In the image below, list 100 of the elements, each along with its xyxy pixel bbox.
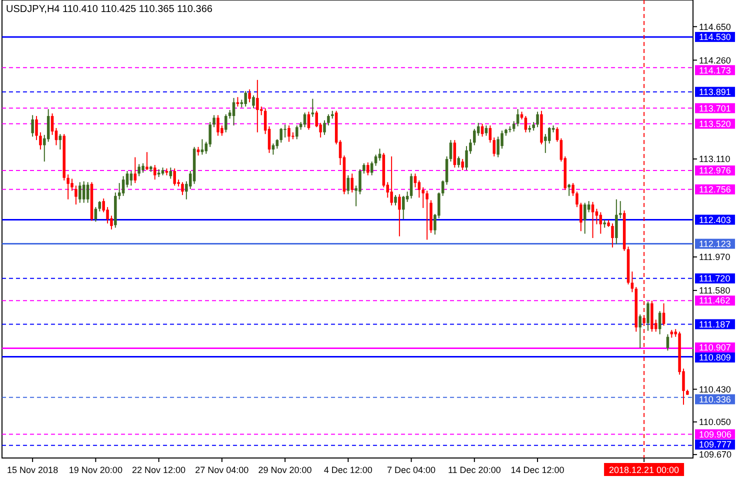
ref-line-label: 114.530 — [699, 32, 731, 42]
y-tick-label: 111.970 — [699, 252, 730, 262]
candlestick — [280, 128, 282, 144]
y-tick-label: 110.430 — [699, 384, 731, 394]
ref-line-label: 113.520 — [699, 118, 731, 129]
x-tick-label: 7 Dec 04:00 — [387, 465, 436, 475]
y-tick-label: 114.650 — [699, 22, 731, 32]
y-tick-label: 109.670 — [699, 450, 732, 460]
candlestick — [488, 124, 492, 144]
candlestick — [256, 79, 259, 133]
x-tick-label: 22 Nov 12:00 — [132, 465, 186, 475]
candlestick — [134, 156, 137, 184]
candlestick — [362, 162, 366, 174]
candlestick — [390, 156, 393, 206]
x-tick-label: 11 Dec 20:00 — [448, 465, 501, 475]
candlestick — [288, 124, 290, 142]
candlestick — [461, 158, 464, 171]
x-tick-label: 14 Dec 12:00 — [510, 465, 564, 475]
ref-line-label: 110.907 — [699, 342, 731, 353]
ref-line-label: 112.976 — [699, 166, 731, 176]
candlestick — [35, 116, 38, 141]
candlestick — [248, 88, 251, 103]
candlestick — [74, 185, 78, 206]
candlestick — [173, 168, 176, 186]
candlestick — [66, 174, 70, 200]
ref-line-label: 109.777 — [699, 440, 732, 450]
candlestick — [216, 114, 220, 136]
ref-line-label: 110.809 — [699, 352, 731, 363]
candlestick — [418, 180, 421, 198]
candlestick — [599, 212, 602, 234]
candlestick — [426, 190, 428, 240]
candlestick — [473, 128, 476, 146]
candlestick — [536, 111, 539, 128]
candlestick — [496, 136, 500, 158]
candlestick — [212, 114, 216, 128]
candlestick — [153, 164, 156, 180]
candlestick — [284, 124, 286, 138]
candlestick — [86, 182, 90, 204]
candlestick — [453, 140, 456, 168]
x-tick-label: 29 Nov 20:00 — [258, 465, 312, 475]
ref-line-label: 114.173 — [699, 65, 731, 76]
candlestick — [31, 114, 34, 138]
candlestick — [374, 154, 378, 166]
candlestick — [118, 182, 121, 200]
candlestick — [70, 178, 74, 192]
candlestick — [181, 182, 184, 196]
candlestick — [142, 162, 144, 174]
candlestick — [449, 140, 452, 162]
candlestick — [122, 176, 125, 196]
y-tick-label: 110.050 — [699, 417, 731, 428]
candlestick — [138, 164, 140, 177]
candlestick — [422, 186, 424, 208]
candlestick — [646, 301, 650, 332]
candlestick — [492, 136, 496, 157]
x-tick-label: 4 Dec 12:00 — [324, 465, 372, 475]
candlestick — [296, 124, 298, 140]
candlestick — [276, 138, 279, 150]
candlestick — [618, 200, 622, 219]
ref-line-label: 109.906 — [699, 429, 732, 440]
x-tick-label: 15 Nov 2018 — [7, 465, 58, 475]
candlestick — [346, 174, 350, 195]
x-tick-label: 27 Nov 04:00 — [195, 465, 249, 475]
candlestick — [398, 194, 401, 237]
candlestick — [39, 132, 42, 150]
ref-line-label: 113.701 — [699, 103, 731, 114]
candlestick — [524, 116, 528, 133]
ref-line-label: 111.720 — [699, 274, 730, 284]
candlestick — [146, 152, 148, 171]
ref-line-label: 110.336 — [699, 394, 731, 404]
candlestick — [358, 168, 362, 195]
y-tick-label: 111.580 — [699, 286, 730, 296]
candlestick — [272, 143, 275, 156]
ref-line-label: 112.403 — [699, 214, 731, 225]
ref-line-label: 112.756 — [699, 184, 731, 195]
candlestick — [402, 195, 405, 220]
candlestick — [630, 271, 634, 293]
candlestick — [611, 222, 614, 248]
y-tick-label: 114.260 — [699, 55, 731, 66]
candlestick — [252, 94, 255, 109]
candlestick — [244, 90, 247, 108]
x-tick-label: 19 Nov 20:00 — [68, 465, 122, 475]
candlestick — [311, 98, 314, 118]
candlestick — [350, 173, 354, 193]
ref-line-label: 111.462 — [699, 296, 730, 306]
candlestick — [224, 114, 228, 133]
candlestick — [78, 182, 82, 204]
candlestick — [394, 194, 397, 206]
candlestick — [465, 146, 468, 171]
candlestick — [98, 200, 102, 212]
candlestick — [414, 173, 417, 188]
candlestick — [568, 183, 570, 196]
chart-title: USDJPY,H4 110.410 110.425 110.365 110.366 — [6, 4, 213, 15]
candlestick — [583, 202, 586, 234]
candlestick — [130, 170, 133, 186]
candlestick — [208, 122, 212, 148]
candlestick — [457, 156, 460, 168]
candlestick — [638, 314, 642, 349]
y-tick-label: 113.110 — [699, 154, 730, 164]
candlestick — [572, 182, 574, 196]
candlestick — [323, 120, 326, 136]
